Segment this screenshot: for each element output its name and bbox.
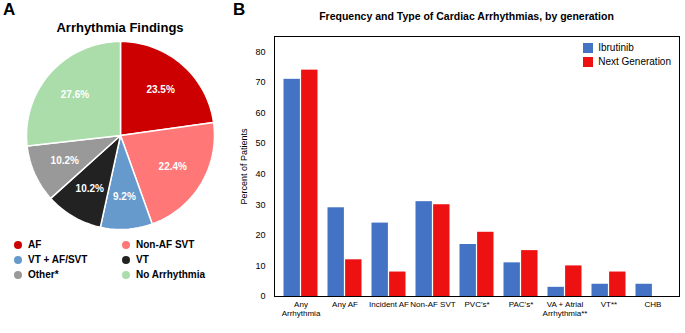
svg-text:60: 60 xyxy=(255,108,265,118)
html-text:Other*: Other* xyxy=(28,269,59,280)
svg-text:CHB: CHB xyxy=(645,300,662,309)
html-text:Ibrutinib: Ibrutinib xyxy=(598,42,634,53)
html-text:Next Generation: Next Generation xyxy=(598,56,671,67)
html-text:VT: VT xyxy=(136,254,149,265)
svg-text:50: 50 xyxy=(255,138,265,148)
html-text:AF: AF xyxy=(28,239,42,250)
svg-text:9.2%: 9.2% xyxy=(113,191,136,202)
svg-text:PAC's*: PAC's* xyxy=(509,300,534,309)
svg-text:10: 10 xyxy=(255,261,265,271)
svg-text:Non-AF SVT: Non-AF SVT xyxy=(410,300,455,309)
svg-text:Incident AF: Incident AF xyxy=(369,300,409,309)
html-text:VT + AF/SVT: VT + AF/SVT xyxy=(28,254,88,265)
html-text:A: A xyxy=(3,0,16,19)
html-text:No Arrhythmia: No Arrhythmia xyxy=(136,269,206,280)
svg-text:0: 0 xyxy=(260,291,265,301)
svg-text:10.2%: 10.2% xyxy=(76,183,104,194)
svg-text:10.2%: 10.2% xyxy=(51,155,79,166)
svg-text:PVC's*: PVC's* xyxy=(464,300,489,309)
svg-text:AnyArrhythmia: AnyArrhythmia xyxy=(282,300,321,318)
svg-text:70: 70 xyxy=(255,77,265,87)
svg-text:40: 40 xyxy=(255,169,265,179)
svg-text:VA + AtrialArrhythmia**: VA + AtrialArrhythmia** xyxy=(543,300,588,318)
svg-text:22.4%: 22.4% xyxy=(159,161,187,172)
svg-text:30: 30 xyxy=(255,200,265,210)
html-text:Non-AF SVT: Non-AF SVT xyxy=(136,239,195,250)
svg-text:Any AF: Any AF xyxy=(332,300,358,309)
html-text:Arrhythmia Findings: Arrhythmia Findings xyxy=(56,20,184,35)
html-text:Frequency and Type of Cardiac: Frequency and Type of Cardiac Arrhythmia… xyxy=(319,10,614,22)
svg-text:80: 80 xyxy=(255,47,265,57)
svg-text:27.6%: 27.6% xyxy=(61,89,89,100)
svg-text:23.5%: 23.5% xyxy=(146,84,174,95)
svg-text:Percent of Patients: Percent of Patients xyxy=(239,128,249,205)
svg-text:20: 20 xyxy=(255,230,265,240)
svg-text:VT**: VT** xyxy=(601,300,617,309)
html-text:B: B xyxy=(233,0,246,19)
